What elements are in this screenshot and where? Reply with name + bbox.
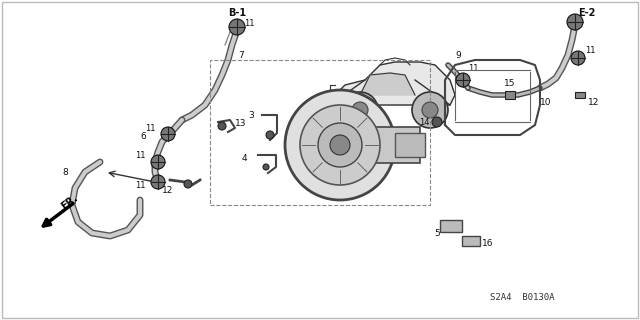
Text: 12: 12 <box>588 98 600 107</box>
Text: 12: 12 <box>162 186 173 195</box>
Text: 16: 16 <box>482 239 493 249</box>
Bar <box>462 236 480 246</box>
Text: 13: 13 <box>235 118 246 127</box>
Circle shape <box>218 122 226 130</box>
Circle shape <box>342 92 378 128</box>
Circle shape <box>432 117 442 127</box>
Text: 8: 8 <box>62 167 68 177</box>
Circle shape <box>151 155 165 169</box>
Text: 11: 11 <box>135 150 145 159</box>
Bar <box>440 220 462 232</box>
Text: 11: 11 <box>135 180 145 189</box>
Text: 7: 7 <box>238 51 244 60</box>
Circle shape <box>229 19 245 35</box>
Bar <box>575 92 585 98</box>
Text: S2A4  B0130A: S2A4 B0130A <box>490 293 554 302</box>
Text: 6: 6 <box>140 132 146 140</box>
Text: 11: 11 <box>585 45 595 54</box>
Circle shape <box>567 14 583 30</box>
Circle shape <box>266 131 274 139</box>
Circle shape <box>151 175 165 189</box>
Bar <box>395 133 425 157</box>
Text: B-1: B-1 <box>228 8 246 18</box>
Circle shape <box>300 105 380 185</box>
Text: 10: 10 <box>540 98 552 107</box>
Text: 11: 11 <box>468 63 479 73</box>
Text: 14: 14 <box>419 117 430 126</box>
Circle shape <box>184 180 192 188</box>
Circle shape <box>318 123 362 167</box>
Circle shape <box>456 73 470 87</box>
Text: FR.: FR. <box>60 193 80 212</box>
Text: 11: 11 <box>145 124 156 132</box>
Circle shape <box>422 102 438 118</box>
Bar <box>360 127 420 163</box>
Bar <box>210 60 430 205</box>
Circle shape <box>571 51 585 65</box>
Polygon shape <box>360 73 415 95</box>
Text: 15: 15 <box>504 78 516 87</box>
Circle shape <box>263 164 269 170</box>
Bar <box>504 92 515 99</box>
Circle shape <box>412 92 448 128</box>
Circle shape <box>285 90 395 200</box>
Circle shape <box>161 127 175 141</box>
Polygon shape <box>330 62 455 105</box>
Text: E-2: E-2 <box>578 8 595 18</box>
Text: 11: 11 <box>244 19 255 28</box>
Text: 1: 1 <box>385 148 391 156</box>
Circle shape <box>352 102 368 118</box>
Circle shape <box>330 135 350 155</box>
Text: 3: 3 <box>248 110 253 119</box>
Text: 5: 5 <box>434 229 440 238</box>
Text: 4: 4 <box>242 154 248 163</box>
Text: 9: 9 <box>455 51 461 60</box>
